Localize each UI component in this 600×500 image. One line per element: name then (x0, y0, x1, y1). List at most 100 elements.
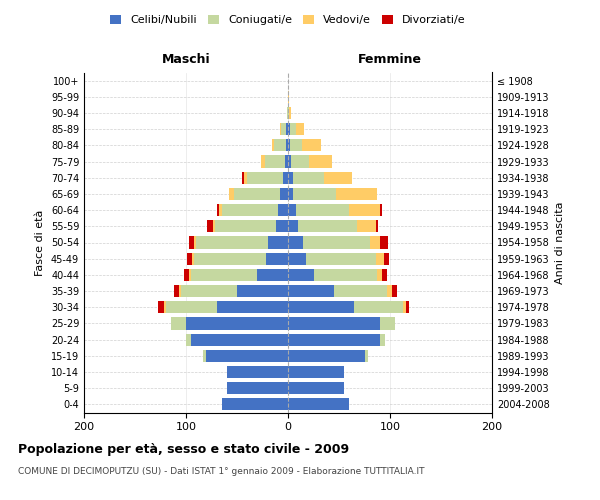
Text: Maschi: Maschi (161, 52, 211, 66)
Bar (262, 156, 288, 168)
Bar (288, 398, 349, 410)
Bar (276, 220, 288, 232)
Bar (288, 220, 378, 232)
Bar (288, 382, 344, 394)
Bar (171, 318, 288, 330)
Text: Femmine: Femmine (358, 52, 422, 66)
Bar (278, 204, 288, 216)
Bar (218, 204, 288, 216)
Bar (288, 269, 387, 281)
Bar (171, 318, 288, 330)
Bar (288, 350, 368, 362)
Bar (288, 236, 370, 248)
Bar (288, 90, 289, 103)
Bar (186, 334, 288, 345)
Bar (288, 285, 397, 297)
Bar (222, 398, 288, 410)
Bar (186, 334, 288, 345)
Bar (222, 398, 288, 410)
Bar (288, 188, 293, 200)
Bar (288, 318, 395, 330)
Bar (194, 252, 288, 265)
Bar (208, 220, 288, 232)
Bar (288, 90, 289, 103)
Bar (237, 285, 288, 297)
Bar (222, 398, 288, 410)
Bar (189, 236, 288, 248)
Bar (191, 269, 288, 281)
Bar (288, 398, 349, 410)
Bar (288, 204, 382, 216)
Bar (184, 269, 288, 281)
Bar (288, 301, 406, 314)
Bar (288, 140, 290, 151)
Bar (288, 123, 296, 135)
Bar (266, 252, 288, 265)
Bar (257, 269, 288, 281)
Bar (194, 236, 288, 248)
Bar (288, 172, 352, 184)
Bar (288, 398, 349, 410)
Bar (288, 188, 377, 200)
Bar (288, 301, 355, 314)
Bar (288, 382, 344, 394)
Bar (288, 156, 332, 168)
Bar (166, 301, 288, 314)
Bar (174, 285, 288, 297)
Text: COMUNE DI DECIMOPUTZU (SU) - Dati ISTAT 1° gennaio 2009 - Elaborazione TUTTITALI: COMUNE DI DECIMOPUTZU (SU) - Dati ISTAT … (18, 468, 425, 476)
Bar (272, 140, 288, 151)
Bar (288, 107, 291, 119)
Bar (227, 366, 288, 378)
Bar (203, 350, 288, 362)
Bar (288, 382, 344, 394)
Bar (288, 107, 289, 119)
Bar (288, 140, 320, 151)
Bar (288, 172, 352, 184)
Bar (288, 140, 320, 151)
Bar (288, 334, 380, 345)
Bar (179, 285, 288, 297)
Bar (288, 188, 336, 200)
Bar (288, 269, 314, 281)
Bar (203, 350, 288, 362)
Bar (288, 252, 307, 265)
Bar (288, 123, 304, 135)
Bar (242, 172, 288, 184)
Bar (287, 107, 288, 119)
Bar (288, 236, 380, 248)
Bar (288, 285, 334, 297)
Bar (288, 172, 324, 184)
Bar (283, 172, 288, 184)
Bar (227, 366, 288, 378)
Bar (285, 156, 288, 168)
Bar (196, 236, 288, 248)
Bar (186, 334, 288, 345)
Bar (288, 188, 377, 200)
Bar (206, 350, 288, 362)
Bar (288, 156, 310, 168)
Bar (222, 204, 288, 216)
Bar (186, 318, 288, 330)
Bar (217, 301, 288, 314)
Bar (274, 140, 288, 151)
Bar (288, 107, 291, 119)
Bar (288, 220, 376, 232)
Bar (192, 252, 288, 265)
Bar (288, 350, 365, 362)
Bar (288, 236, 304, 248)
Bar (288, 140, 302, 151)
Bar (288, 172, 293, 184)
Y-axis label: Anni di nascita: Anni di nascita (555, 201, 565, 283)
Bar (288, 366, 344, 378)
Bar (288, 366, 344, 378)
Bar (288, 366, 344, 378)
Bar (217, 204, 288, 216)
Bar (288, 220, 358, 232)
Bar (288, 285, 387, 297)
Bar (288, 252, 389, 265)
Bar (247, 172, 288, 184)
Bar (288, 350, 368, 362)
Bar (288, 123, 304, 135)
Bar (288, 350, 368, 362)
Bar (164, 301, 288, 314)
